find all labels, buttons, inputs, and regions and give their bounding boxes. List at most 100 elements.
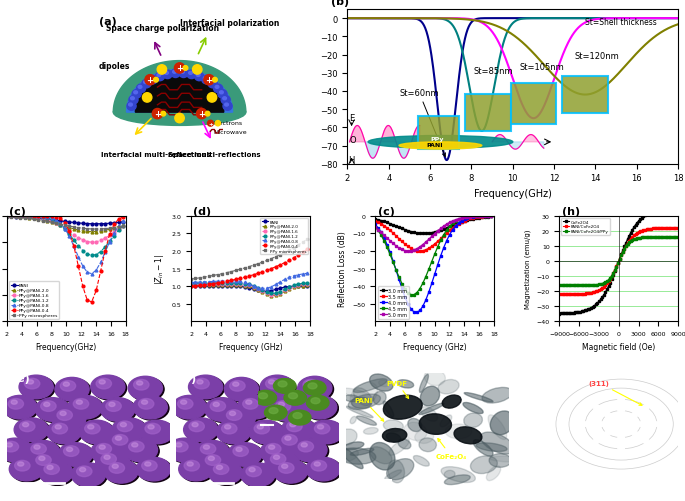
Ellipse shape <box>163 71 172 80</box>
PPy microspheres <box>249 263 258 269</box>
PPy microspheres <box>303 237 311 243</box>
PANI <box>276 286 284 292</box>
PPy@PANI-1.6 <box>205 282 213 288</box>
3.5 mm <box>398 239 406 245</box>
PPy@PANI-1.6 <box>47 218 55 224</box>
Circle shape <box>3 396 37 419</box>
Circle shape <box>136 381 142 385</box>
Circle shape <box>145 423 160 434</box>
PPy@PANI-2.0 <box>245 284 253 290</box>
PANI <box>79 221 87 227</box>
PPy@PANI-0.8 <box>74 254 82 260</box>
PPy microspheres <box>272 254 280 260</box>
Circle shape <box>187 462 193 466</box>
PANI <box>21 214 29 220</box>
PANI <box>258 289 266 295</box>
Circle shape <box>201 443 216 454</box>
PPy@PANI-2.0 <box>249 285 258 291</box>
PPy microspheres <box>105 226 114 232</box>
PPy@PANI-1.6 <box>285 286 293 292</box>
4.5 mm <box>377 232 385 238</box>
3.0 mm <box>419 231 427 237</box>
PPy@PANI-2.0 <box>61 224 69 230</box>
4.5 mm <box>440 232 448 238</box>
Circle shape <box>99 445 105 449</box>
PPy@PANI-1.6 <box>232 282 240 288</box>
PPy@PANI-2.0 <box>276 291 284 297</box>
Circle shape <box>104 459 138 483</box>
Ellipse shape <box>210 82 214 84</box>
PANI <box>232 284 240 290</box>
Text: St=105nm: St=105nm <box>519 63 564 72</box>
PPy@PANI-1.2 <box>8 213 16 219</box>
Text: Interfacial multi-reflections: Interfacial multi-reflections <box>101 152 211 158</box>
Legend: 3.0 mm, 3.5 mm, 4.0 mm, 4.5 mm, 5.0 mm: 3.0 mm, 3.5 mm, 4.0 mm, 4.5 mm, 5.0 mm <box>377 287 409 319</box>
PPy@PANI-1.6 <box>70 232 78 238</box>
Text: +: + <box>198 110 205 119</box>
PPy@PANI-0.8 <box>43 214 51 220</box>
Ellipse shape <box>343 442 364 450</box>
Circle shape <box>53 408 88 431</box>
5.0 mm <box>383 235 391 241</box>
4.0 mm <box>374 225 382 231</box>
PPy@PANI-2.0 <box>29 215 38 221</box>
PPy@PANI-0.4 <box>97 269 105 275</box>
Ellipse shape <box>195 73 203 82</box>
Ellipse shape <box>197 74 200 77</box>
Circle shape <box>4 397 38 420</box>
Y-axis label: Reflection Loss (dB): Reflection Loss (dB) <box>338 231 347 307</box>
Ellipse shape <box>142 80 151 89</box>
PPy@PANI-0.4 <box>223 279 231 285</box>
PPy@PANI-1.2 <box>276 289 284 295</box>
Polygon shape <box>136 78 224 113</box>
4.0 mm <box>478 213 486 219</box>
PPy@PANI-0.4 <box>236 276 245 282</box>
4.0 mm <box>436 254 445 260</box>
5.0 mm <box>451 217 460 223</box>
Circle shape <box>73 464 107 487</box>
PPy microspheres <box>299 240 307 246</box>
4.5 mm <box>487 213 495 219</box>
Ellipse shape <box>414 430 434 443</box>
3.5 mm <box>440 233 448 239</box>
3.5 mm <box>478 214 486 220</box>
PPy microspheres <box>97 226 105 232</box>
Line: PANI/CoFe2O4: PANI/CoFe2O4 <box>558 227 677 296</box>
Circle shape <box>44 464 60 474</box>
3.0 mm <box>473 215 481 221</box>
PANI <box>263 289 271 295</box>
PANI <box>88 221 96 227</box>
3.5 mm <box>431 241 439 247</box>
PPy microspheres <box>34 217 42 223</box>
3.5 mm <box>425 245 433 252</box>
PPy@PANI-2.0 <box>110 225 118 231</box>
Circle shape <box>632 412 638 417</box>
Circle shape <box>251 421 285 445</box>
3.0 mm <box>401 227 409 233</box>
PANI <box>105 221 114 227</box>
PPy microspheres <box>61 222 69 228</box>
CoFe2O4 <box>556 311 564 317</box>
PANI/CoFe2O4 <box>660 225 668 231</box>
Ellipse shape <box>421 386 440 406</box>
PPy microspheres <box>8 214 16 220</box>
4.0 mm <box>460 216 469 222</box>
PPy@PANI-2.0 <box>70 226 78 232</box>
PPy@PANI-1.6 <box>38 215 47 221</box>
Circle shape <box>14 418 49 441</box>
4.0 mm <box>407 306 415 312</box>
Circle shape <box>643 439 650 444</box>
PPy@PANI-0.4 <box>25 213 34 219</box>
Circle shape <box>68 396 102 419</box>
PPy@PANI-2.0 <box>267 293 275 299</box>
Circle shape <box>73 399 88 409</box>
4.5 mm <box>425 267 433 273</box>
PPy microspheres <box>38 218 47 224</box>
PPy@PANI-1.6 <box>83 239 91 245</box>
PPy@PANI-1.2 <box>249 283 258 289</box>
PPy@PANI-0.8 <box>34 213 42 219</box>
Line: PPy@PANI-1.2: PPy@PANI-1.2 <box>190 282 308 295</box>
Circle shape <box>233 382 239 386</box>
PANI <box>236 284 245 290</box>
Circle shape <box>287 421 302 432</box>
